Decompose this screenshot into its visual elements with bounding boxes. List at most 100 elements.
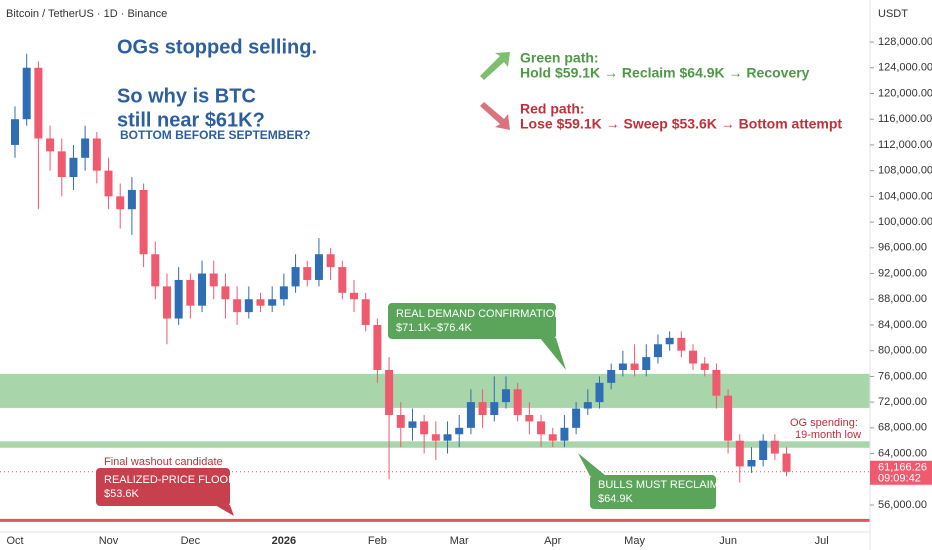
zone — [0, 441, 870, 448]
candle-body — [233, 299, 242, 313]
candle-body — [572, 408, 581, 428]
callout-text: $64.9K — [598, 493, 634, 505]
candle-body — [408, 421, 417, 428]
candle-body — [607, 369, 616, 383]
candle-body — [338, 267, 347, 293]
y-tick-label: 100,000.00 — [878, 216, 932, 228]
zone — [0, 373, 870, 408]
last-price-label: 61,166.26 — [878, 462, 927, 474]
candle-body — [490, 402, 499, 415]
y-tick-label: 72,000.00 — [878, 396, 927, 408]
x-tick-label: 2026 — [272, 535, 296, 547]
candle-body — [747, 459, 756, 467]
callout-text: BULLS MUST RECLAIM — [598, 479, 719, 491]
plot — [0, 53, 870, 522]
og-note: 19-month low — [795, 429, 861, 441]
candle-body — [279, 286, 288, 300]
candle-body — [735, 440, 744, 467]
y-tick-label: 88,000.00 — [878, 293, 927, 305]
candle-body — [653, 344, 662, 358]
candle-body — [186, 279, 195, 306]
candle-body — [642, 357, 651, 370]
y-tick-label: 80,000.00 — [878, 345, 927, 357]
y-tick-label: 120,000.00 — [878, 87, 932, 99]
y-tick-label: 116,000.00 — [878, 113, 932, 125]
candle-body — [431, 434, 440, 441]
candle-body — [724, 395, 733, 441]
candle-body — [396, 414, 405, 428]
floor-note: Final washout candidate — [104, 456, 223, 468]
y-tick-label: 128,000.00 — [878, 36, 932, 48]
candle-body — [46, 138, 55, 152]
x-tick-label: May — [624, 535, 645, 547]
candle-body — [350, 292, 359, 300]
candle-body — [268, 299, 277, 306]
x-tick-label: Jun — [719, 535, 737, 547]
callout-pointer — [540, 338, 566, 370]
candle-body — [221, 286, 230, 300]
callout-text: $71.1K–$76.4K — [396, 322, 473, 334]
candle-body — [665, 337, 674, 345]
og-note: OG spending: — [790, 417, 858, 429]
y-tick-label: 56,000.00 — [878, 499, 927, 511]
x-tick-label: Jul — [815, 535, 829, 547]
green-path-title: Green path: — [520, 50, 599, 66]
x-tick-label: Nov — [99, 535, 119, 547]
candle-body — [782, 453, 791, 472]
callout-box — [590, 475, 716, 509]
candle-body — [560, 427, 569, 441]
candle-body — [303, 267, 312, 280]
candle-body — [712, 369, 721, 396]
candle-body — [326, 254, 335, 268]
candle-body — [314, 254, 323, 280]
x-tick-label: Apr — [544, 535, 561, 547]
candle-body — [595, 382, 604, 403]
y-tick-label: 108,000.00 — [878, 165, 932, 177]
candle-body — [81, 138, 90, 158]
candle-body — [104, 170, 113, 197]
y-tick-label: 112,000.00 — [878, 139, 932, 151]
candle-body — [139, 189, 148, 255]
subtitle: BOTTOM BEFORE SEPTEMBER? — [120, 128, 310, 142]
candle-body — [548, 434, 557, 441]
y-tick-label: 76,000.00 — [878, 370, 927, 382]
x-tick-label: Mar — [450, 535, 469, 547]
red-path-text: Lose $59.1K → Sweep $53.6K → Bottom atte… — [520, 116, 842, 132]
question: So why is BTC — [117, 85, 256, 107]
candle-body — [537, 421, 546, 435]
candle-body — [116, 196, 125, 210]
candle-body — [677, 337, 686, 351]
candle-body — [583, 402, 592, 409]
callout-box — [96, 468, 230, 506]
candle-body — [501, 389, 510, 403]
x-tick-label: Dec — [181, 535, 201, 547]
green-path-text: Hold $59.1K → Reclaim $64.9K → Recovery — [520, 65, 810, 81]
candle-body — [770, 440, 779, 454]
candle-body — [759, 440, 768, 460]
candle-body — [420, 421, 429, 435]
callout-text: REALIZED-PRICE FLOOR — [104, 474, 236, 486]
callout-text: REAL DEMAND CONFIRMATION — [396, 308, 562, 320]
y-tick-label: 104,000.00 — [878, 190, 932, 202]
green-arrow — [480, 52, 510, 80]
candle-body — [162, 286, 171, 319]
candle-body — [174, 279, 183, 319]
candle-body — [689, 350, 698, 364]
x-tick-label: Oct — [6, 535, 23, 547]
candle-body — [385, 369, 394, 415]
candle-body — [513, 389, 522, 415]
y-tick-label: 64,000.00 — [878, 447, 927, 459]
currency: USDT — [878, 8, 908, 20]
countdown: 09:09:42 — [878, 473, 921, 485]
callout-text: $53.6K — [104, 488, 140, 500]
chart-title: Bitcoin / TetherUS · 1D · Binance — [6, 8, 167, 20]
candle-body — [361, 299, 370, 325]
red-path-title: Red path: — [520, 101, 585, 117]
candle-body — [244, 299, 253, 313]
candle-body — [525, 414, 534, 422]
candle-body — [478, 402, 487, 415]
candle-body — [466, 402, 475, 428]
y-tick-label: 68,000.00 — [878, 422, 927, 434]
candle-body — [443, 434, 452, 441]
candle-body — [455, 427, 464, 435]
